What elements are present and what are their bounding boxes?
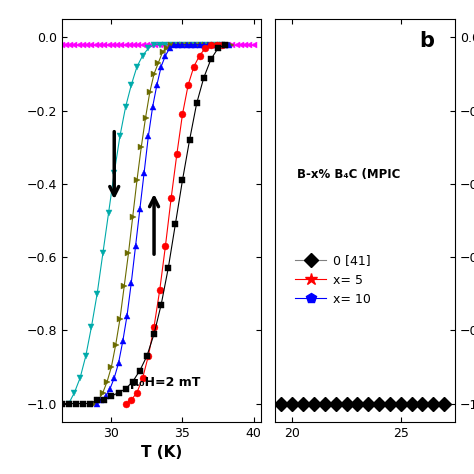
X-axis label: T (K): T (K) bbox=[140, 445, 182, 460]
Text: μ₀H=2 mT: μ₀H=2 mT bbox=[130, 375, 201, 389]
Text: b: b bbox=[419, 31, 434, 51]
Legend: 0 [41], x= 5, x= 10: 0 [41], x= 5, x= 10 bbox=[290, 249, 375, 311]
Text: B-x% B₄C (MPIC: B-x% B₄C (MPIC bbox=[297, 168, 400, 181]
